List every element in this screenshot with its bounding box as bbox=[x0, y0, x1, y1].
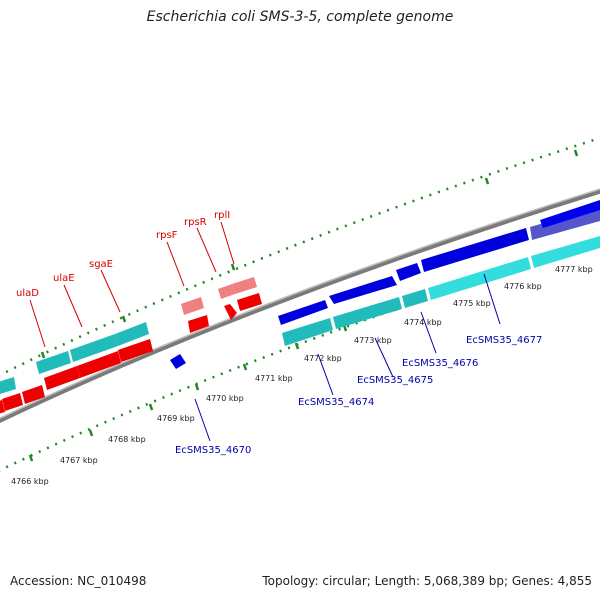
ruler-label: 4768 kbp bbox=[108, 435, 146, 444]
accession-label: Accession: NC_010498 bbox=[10, 574, 147, 588]
gene-arrow[interactable] bbox=[329, 276, 397, 304]
gene-arrow[interactable] bbox=[232, 277, 257, 294]
ruler-label: 4774 kbp bbox=[404, 318, 442, 327]
gene-arrow[interactable] bbox=[278, 300, 328, 325]
gene-label-EcSMS35-4675: EcSMS35_4675 bbox=[357, 375, 433, 386]
map-title: Escherichia coli SMS-3-5, complete genom… bbox=[146, 9, 454, 25]
gene-arrow[interactable] bbox=[428, 257, 531, 300]
gene-arrow[interactable] bbox=[188, 315, 209, 333]
scale-major-ticks bbox=[28, 149, 579, 462]
ruler-label: 4776 kbp bbox=[504, 282, 542, 291]
gene-arrow[interactable] bbox=[170, 354, 186, 369]
gene-label-rpsF: rpsF bbox=[156, 230, 178, 241]
forward-strand-genes bbox=[170, 200, 600, 369]
gene-arrow[interactable] bbox=[421, 228, 529, 272]
gene-arrow[interactable] bbox=[181, 297, 204, 315]
ruler-label: 4770 kbp bbox=[206, 394, 244, 403]
bottom-label-leaders bbox=[194, 273, 501, 442]
gene-arrow[interactable] bbox=[237, 293, 262, 311]
gene-arrow[interactable] bbox=[77, 351, 121, 378]
gene-arrow[interactable] bbox=[2, 393, 23, 411]
ruler-label: 4771 kbp bbox=[255, 374, 293, 383]
inner-scale-line bbox=[0, 241, 600, 472]
gene-label-sgaE: sgaE bbox=[89, 259, 113, 270]
top-label-leaders bbox=[29, 221, 235, 348]
gene-arrow[interactable] bbox=[282, 318, 333, 346]
gene-arrow[interactable] bbox=[0, 377, 16, 395]
genome-backbone bbox=[0, 188, 600, 424]
gene-arrow[interactable] bbox=[118, 339, 153, 362]
ruler-labels: 4766 kbp 4767 kbp 4768 kbp 4769 kbp 4770… bbox=[11, 265, 593, 486]
gene-arrow[interactable] bbox=[402, 289, 428, 308]
ruler-label: 4777 kbp bbox=[555, 265, 593, 274]
gene-arrow[interactable] bbox=[218, 284, 235, 299]
gene-label-rpsR: rpsR bbox=[184, 217, 207, 228]
cyan-track-genes bbox=[0, 236, 600, 395]
top-gene-labels: ulaD ulaE sgaE rpsF rpsR rplI bbox=[16, 210, 230, 299]
gene-arrow[interactable] bbox=[70, 334, 118, 362]
reverse-strand-genes bbox=[0, 277, 262, 414]
bottom-gene-labels: EcSMS35_4670 EcSMS35_4674 EcSMS35_4675 E… bbox=[175, 335, 542, 456]
gene-label-EcSMS35-4670: EcSMS35_4670 bbox=[175, 445, 251, 456]
gene-arrow[interactable] bbox=[115, 322, 149, 346]
ruler-label: 4772 kbp bbox=[304, 354, 342, 363]
gene-arrow[interactable] bbox=[333, 297, 402, 329]
ruler-label: 4766 kbp bbox=[11, 477, 49, 486]
gene-arrow[interactable] bbox=[396, 263, 421, 281]
gene-arrow[interactable] bbox=[0, 400, 5, 414]
ruler-label: 4775 kbp bbox=[453, 299, 491, 308]
gene-label-EcSMS35-4677: EcSMS35_4677 bbox=[466, 335, 542, 346]
gene-label-ulaD: ulaD bbox=[16, 288, 39, 299]
gene-label-EcSMS35-4674: EcSMS35_4674 bbox=[298, 397, 374, 408]
gene-arrow[interactable] bbox=[540, 200, 600, 228]
gene-arrow[interactable] bbox=[36, 351, 71, 374]
gene-arrow[interactable] bbox=[531, 236, 600, 268]
gene-label-ulaE: ulaE bbox=[53, 273, 75, 284]
gene-label-rplI: rplI bbox=[214, 210, 230, 221]
gene-label-EcSMS35-4676: EcSMS35_4676 bbox=[402, 358, 478, 369]
ruler-label: 4773 kbp bbox=[354, 336, 392, 345]
gene-arrow[interactable] bbox=[224, 304, 237, 320]
gene-arrow[interactable] bbox=[44, 366, 80, 390]
genome-summary: Topology: circular; Length: 5,068,389 bp… bbox=[262, 574, 592, 588]
gene-arrow[interactable] bbox=[22, 385, 45, 404]
ruler-label: 4769 kbp bbox=[157, 414, 195, 423]
ruler-label: 4767 kbp bbox=[60, 456, 98, 465]
